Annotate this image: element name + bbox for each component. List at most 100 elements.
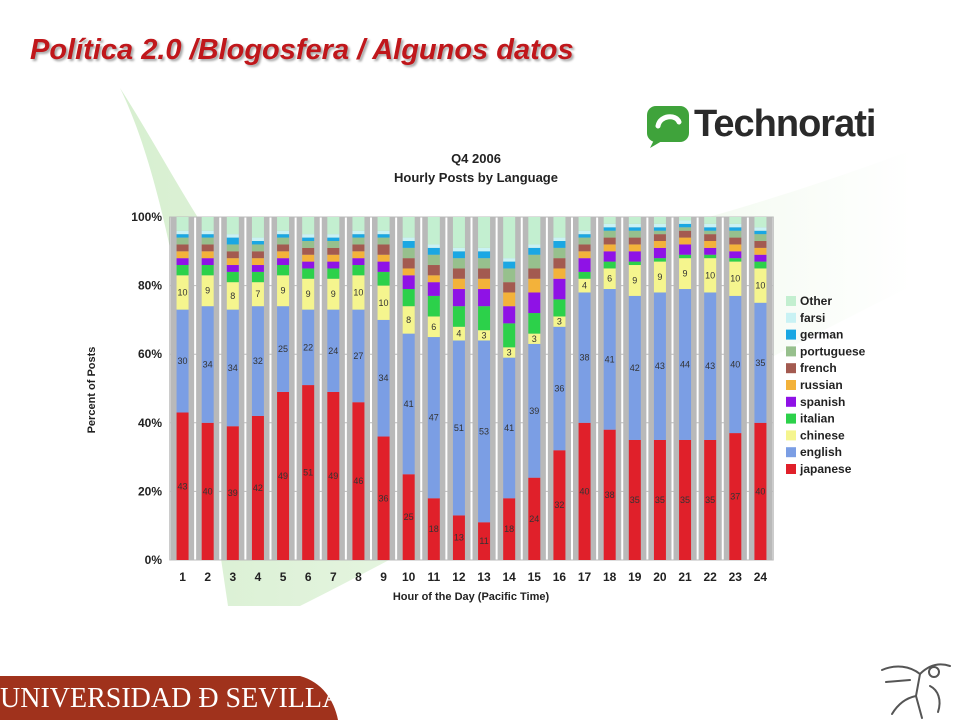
bar-segment-english [352, 309, 365, 403]
bar-segment-chinese [327, 278, 340, 310]
bar-segment-Other [528, 217, 541, 245]
legend-item: Other [786, 294, 832, 308]
data-label: 36 [379, 493, 389, 503]
bar-segment-chinese [377, 285, 390, 320]
bar-segment-portuguese [201, 237, 214, 245]
bar-segment-spanish [302, 261, 315, 269]
bar-segment-farsi [729, 223, 742, 228]
bar-segment-german [603, 227, 616, 231]
bar-segment-Other [578, 217, 591, 231]
bar-segment-french [628, 237, 641, 245]
bar-segment-english [226, 309, 239, 427]
data-label: 27 [353, 351, 363, 361]
x-tick-label: 17 [578, 570, 592, 584]
bar-segment-Other [754, 217, 767, 228]
bar-segment-french [302, 247, 315, 255]
slide-title: Política 2.0 /Blogosfera / Algunos datos [30, 34, 574, 66]
bar-segment-italian [327, 268, 340, 279]
bar-segment-english [729, 295, 742, 434]
bar-segment-farsi [251, 237, 264, 242]
bar-segment-japanese [553, 450, 566, 560]
bar-segment-french [226, 251, 239, 259]
x-tick-label: 7 [330, 570, 337, 584]
bar-segment-chinese [277, 275, 290, 307]
y-axis-label: Percent of Posts [86, 347, 98, 434]
data-label: 35 [655, 495, 665, 505]
bar-segment-german [427, 247, 440, 255]
bar-segment-russian [628, 244, 641, 252]
y-tick-label: 20% [138, 484, 162, 498]
giralda-weathervane-icon [881, 663, 951, 719]
bar-segment-Other [251, 217, 264, 238]
bar-segment-english [201, 306, 214, 423]
bar-segment-farsi [679, 220, 692, 224]
bar-segment-farsi [377, 230, 390, 235]
bar-segment-german [528, 247, 541, 255]
data-label: 9 [632, 275, 637, 285]
x-tick-label: 11 [427, 570, 440, 584]
bar-segment-french [251, 251, 264, 259]
legend-swatch [786, 363, 796, 374]
bar-segment-japanese [603, 429, 616, 560]
bar-segment-Other [653, 217, 666, 224]
x-tick-label: 2 [204, 570, 211, 584]
bar-segment-german [578, 234, 591, 238]
bars: 4330104034939348423274925951229492494627… [171, 217, 772, 560]
x-tick-label: 14 [503, 570, 517, 584]
bar-segment-german [251, 241, 264, 245]
bar-segment-russian [528, 278, 541, 293]
bar-segment-japanese [377, 436, 390, 560]
data-label: 40 [755, 486, 765, 496]
bar-segment-french [277, 244, 290, 252]
bar-column: 32 36 3 [547, 217, 571, 560]
bar-segment-russian [603, 244, 616, 252]
data-label: 6 [607, 274, 612, 284]
x-tick-label: 24 [754, 570, 768, 584]
bar-segment-italian [679, 254, 692, 259]
y-tick-label: 0% [145, 553, 163, 567]
legend-item: chinese [786, 428, 845, 442]
y-tick-labels: 0% 20% 40% 60% 80% 100% [131, 210, 162, 567]
bar-segment-french [478, 268, 491, 279]
bar-segment-italian [704, 254, 717, 259]
legend-item: farsi [786, 311, 825, 325]
university-band [0, 676, 338, 720]
data-label: 6 [431, 322, 436, 332]
bar-segment-chinese [478, 330, 491, 341]
bar-segment-russian [201, 251, 214, 259]
bar-segment-german [679, 223, 692, 228]
bar-segment-italian [729, 258, 742, 262]
data-label: 3 [482, 330, 487, 340]
data-label: 40 [580, 486, 590, 496]
bar-segment-chinese [553, 316, 566, 327]
legend-swatch [786, 413, 796, 424]
bar-segment-russian [729, 244, 742, 252]
data-label: 39 [228, 488, 238, 498]
bar-segment-Other [553, 217, 566, 238]
data-label: 42 [253, 483, 263, 493]
y-tick-label: 40% [138, 416, 162, 430]
data-label: 41 [605, 354, 615, 364]
bar-column: 46 27 10 [346, 217, 370, 560]
x-tick-label: 21 [678, 570, 692, 584]
bar-segment-russian [653, 241, 666, 248]
data-label: 42 [630, 363, 640, 373]
data-label: 35 [755, 358, 765, 368]
bar-segment-spanish [427, 282, 440, 296]
data-label: 34 [203, 359, 213, 369]
bar-segment-russian [176, 251, 189, 259]
bar-segment-russian [553, 268, 566, 279]
bar-segment-chinese [302, 278, 315, 310]
bar-segment-farsi [302, 234, 315, 238]
bar-segment-french [729, 237, 742, 245]
bar-segment-chinese [251, 282, 264, 307]
bar-segment-chinese [704, 258, 717, 293]
bar-segment-Other [201, 217, 214, 231]
bar-column: 43 30 10 [171, 217, 195, 560]
bar-segment-spanish [553, 278, 566, 300]
data-label: 49 [278, 471, 288, 481]
data-label: 10 [379, 298, 389, 308]
data-label: 10 [178, 287, 188, 297]
bar-segment-english [302, 309, 315, 386]
